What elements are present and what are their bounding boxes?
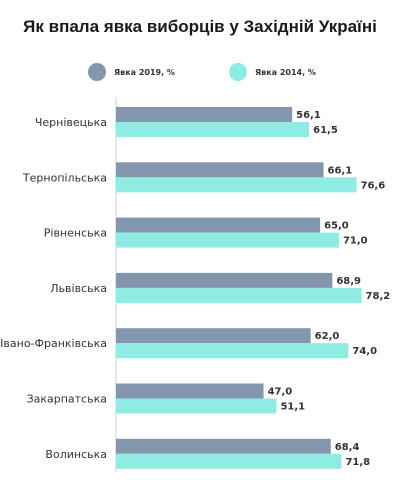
legend-label: Явка 2014, % bbox=[255, 68, 316, 77]
bar bbox=[116, 177, 357, 193]
bar bbox=[116, 453, 342, 469]
bar bbox=[116, 398, 277, 414]
bar bbox=[116, 232, 339, 248]
data-label: 47,0 bbox=[268, 387, 293, 398]
bar bbox=[116, 383, 264, 399]
category-label: Чернівецька bbox=[35, 116, 107, 129]
data-label: 71,0 bbox=[343, 236, 368, 247]
legend-marker bbox=[88, 63, 106, 81]
data-label: 74,0 bbox=[352, 346, 377, 357]
data-label: 78,2 bbox=[366, 291, 391, 302]
data-label: 68,4 bbox=[335, 442, 360, 453]
bar bbox=[116, 107, 293, 122]
bar bbox=[116, 122, 310, 137]
data-label: 76,6 bbox=[361, 180, 386, 191]
data-label: 66,1 bbox=[328, 165, 353, 176]
bar bbox=[116, 328, 311, 344]
bar bbox=[116, 287, 362, 303]
data-label: 65,0 bbox=[324, 221, 349, 232]
chart-title: Як впала явка виборців у Західній Україн… bbox=[23, 17, 377, 36]
category-label: Рівненська bbox=[44, 227, 107, 240]
bar bbox=[116, 272, 333, 288]
category-label: Тернопільська bbox=[22, 171, 107, 184]
data-label: 71,8 bbox=[345, 457, 370, 468]
bar bbox=[116, 217, 321, 233]
data-label: 62,0 bbox=[315, 331, 340, 342]
data-label: 51,1 bbox=[280, 402, 305, 413]
data-label: 68,9 bbox=[336, 276, 361, 287]
data-label: 61,5 bbox=[313, 125, 338, 136]
category-label: Івано-Франківська bbox=[0, 337, 107, 350]
data-label: 56,1 bbox=[296, 110, 321, 121]
category-label: Закарпатська bbox=[27, 393, 107, 406]
bar bbox=[116, 162, 324, 178]
legend-marker bbox=[229, 63, 247, 81]
legend-label: Явка 2019, % bbox=[114, 68, 175, 77]
bar bbox=[116, 438, 331, 454]
category-label: Волинська bbox=[45, 448, 107, 461]
category-label: Львівська bbox=[50, 282, 107, 295]
bar bbox=[116, 343, 349, 359]
